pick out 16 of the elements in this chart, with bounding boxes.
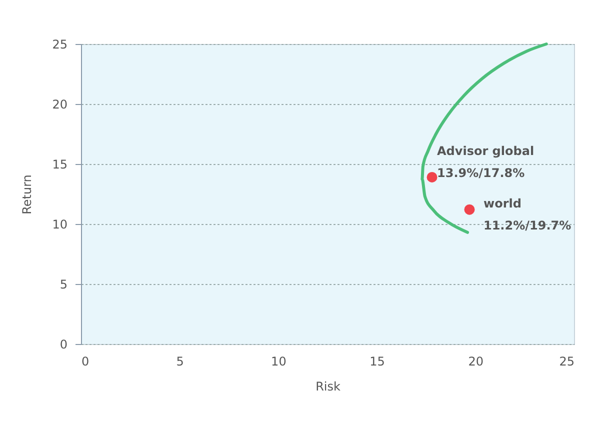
x-axis-title: Risk [316, 380, 340, 394]
annotation: world 11.2%/19.7% [483, 196, 572, 233]
x-tick-label: 25 [559, 354, 574, 368]
y-tick-label: 20 [52, 98, 68, 112]
y-axis-title: Return [20, 174, 34, 214]
annotation: Advisor global 13.9%/17.8% [437, 144, 534, 180]
x-tick-label: 20 [468, 354, 484, 368]
x-tick-label: 10 [271, 354, 286, 368]
y-tick-label: 0 [60, 338, 68, 352]
y-tick-label: 25 [52, 38, 68, 52]
y-tick-label: 15 [52, 158, 68, 172]
x-tick-label: 15 [370, 354, 385, 368]
x-tick-label: 0 [82, 354, 90, 368]
y-tick-label: 10 [52, 218, 68, 232]
x-tick-label: 5 [176, 354, 184, 368]
y-tick-label: 5 [60, 278, 68, 292]
